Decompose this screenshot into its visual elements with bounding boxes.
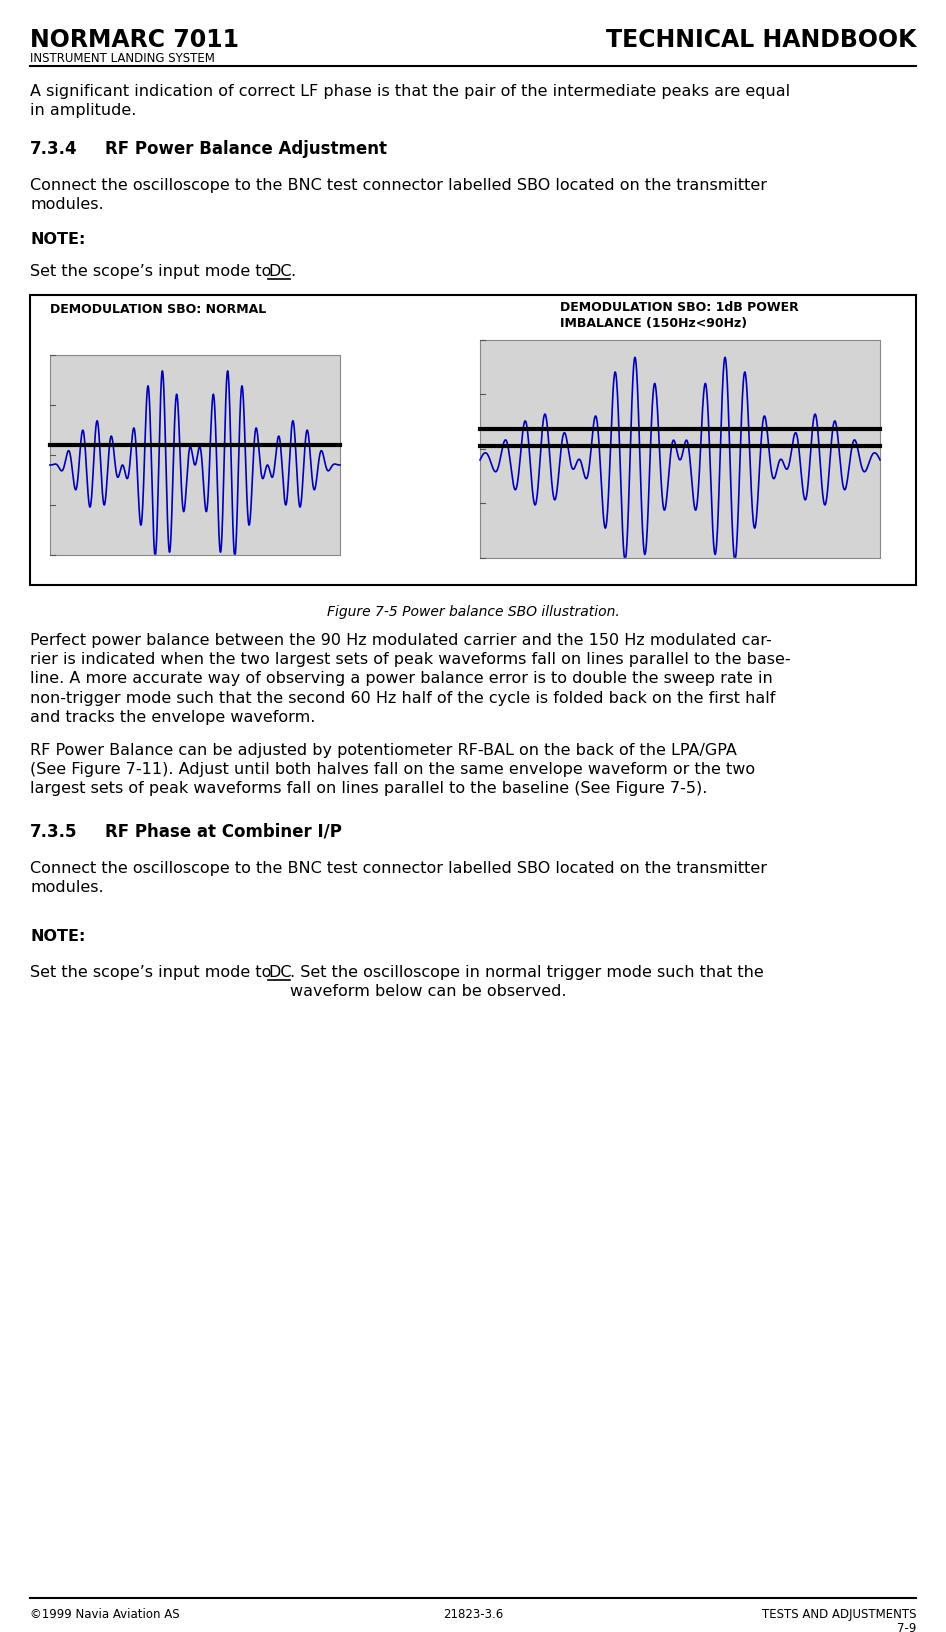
- Text: TECHNICAL HANDBOOK: TECHNICAL HANDBOOK: [605, 28, 916, 52]
- Text: RF Power Balance can be adjusted by potentiometer RF-BAL on the back of the LPA/: RF Power Balance can be adjusted by pote…: [30, 743, 755, 796]
- Text: Set the scope’s input mode to: Set the scope’s input mode to: [30, 965, 276, 979]
- Text: NORMARC 7011: NORMARC 7011: [30, 28, 239, 52]
- Text: Set the scope’s input mode to: Set the scope’s input mode to: [30, 264, 276, 279]
- Text: DEMODULATION SBO: NORMAL: DEMODULATION SBO: NORMAL: [50, 304, 266, 317]
- Text: 7-9: 7-9: [897, 1622, 916, 1632]
- Bar: [50, 356, 340, 555]
- Text: ©1999 Navia Aviation AS: ©1999 Navia Aviation AS: [30, 1608, 180, 1621]
- Text: RF Phase at Combiner I/P: RF Phase at Combiner I/P: [105, 823, 342, 840]
- Text: 7.3.5: 7.3.5: [30, 823, 78, 840]
- Text: NOTE:: NOTE:: [30, 929, 85, 943]
- Text: .: .: [290, 264, 295, 279]
- Text: DC: DC: [268, 965, 291, 979]
- Text: . Set the oscilloscope in normal trigger mode such that the
waveform below can b: . Set the oscilloscope in normal trigger…: [290, 965, 763, 999]
- Text: Figure 7-5 Power balance SBO illustration.: Figure 7-5 Power balance SBO illustratio…: [326, 605, 620, 619]
- Text: Connect the oscilloscope to the BNC test connector labelled SBO located on the t: Connect the oscilloscope to the BNC test…: [30, 862, 767, 896]
- Bar: [30, 295, 916, 584]
- Text: TESTS AND ADJUSTMENTS: TESTS AND ADJUSTMENTS: [762, 1608, 916, 1621]
- Text: A significant indication of correct LF phase is that the pair of the intermediat: A significant indication of correct LF p…: [30, 83, 790, 118]
- Text: IMBALANCE (150Hz<90Hz): IMBALANCE (150Hz<90Hz): [560, 317, 747, 330]
- Text: NOTE:: NOTE:: [30, 232, 85, 246]
- Text: Perfect power balance between the 90 Hz modulated carrier and the 150 Hz modulat: Perfect power balance between the 90 Hz …: [30, 633, 791, 725]
- Text: DEMODULATION SBO: 1dB POWER: DEMODULATION SBO: 1dB POWER: [560, 300, 798, 313]
- Text: INSTRUMENT LANDING SYSTEM: INSTRUMENT LANDING SYSTEM: [30, 52, 215, 65]
- Text: 21823-3.6: 21823-3.6: [443, 1608, 503, 1621]
- Text: 7.3.4: 7.3.4: [30, 140, 78, 158]
- Text: DC: DC: [268, 264, 291, 279]
- Text: Connect the oscilloscope to the BNC test connector labelled SBO located on the t: Connect the oscilloscope to the BNC test…: [30, 178, 767, 212]
- Text: RF Power Balance Adjustment: RF Power Balance Adjustment: [105, 140, 387, 158]
- Bar: [480, 339, 880, 558]
